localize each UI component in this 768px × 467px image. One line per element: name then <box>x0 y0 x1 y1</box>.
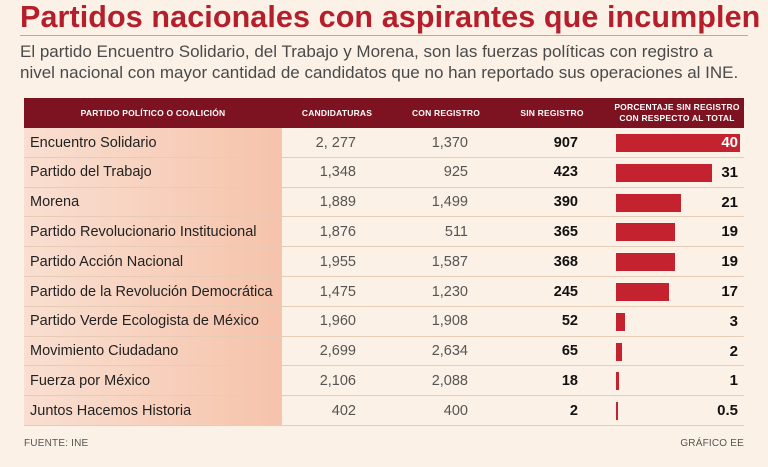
sin-registro-value: 907 <box>553 134 578 151</box>
table-row: Partido Verde Ecologista de México 1,960 1… <box>24 307 744 337</box>
con-registro-value: 1,908 <box>431 313 468 330</box>
percentage-bar <box>616 402 618 421</box>
party-name: Partido del Trabajo <box>30 164 152 181</box>
sin-registro-value: 52 <box>561 313 578 330</box>
percentage-label: 2 <box>729 342 738 360</box>
table-row: Partido Acción Nacional 1,955 1,587 368 19 <box>24 247 744 277</box>
table-row: Encuentro Solidario 2, 277 1,370 907 40 <box>24 128 744 158</box>
party-name: Encuentro Solidario <box>30 134 157 151</box>
candidaturas-value: 2,106 <box>319 372 356 389</box>
sin-registro-value: 65 <box>561 343 578 360</box>
sin-registro-value: 365 <box>553 223 578 240</box>
header-candidaturas: CANDIDATURAS <box>301 107 373 118</box>
con-registro-value: 400 <box>443 402 468 419</box>
percentage-label: 17 <box>721 283 738 300</box>
source-note: FUENTE: INE <box>24 438 89 449</box>
header-con-registro: CON REGISTRO <box>411 107 481 118</box>
percentage-bar <box>616 134 740 152</box>
table-row: Morena 1,889 1,499 390 21 <box>24 188 744 218</box>
candidaturas-value: 1,960 <box>319 313 356 330</box>
sin-registro-value: 390 <box>553 194 578 211</box>
table-row: Partido Revolucionario Institucional 1,87… <box>24 217 744 248</box>
con-registro-value: 1,499 <box>431 194 468 211</box>
table-row: Movimiento Ciudadano 2,699 2,634 65 2 <box>24 337 744 367</box>
percentage-label: 0.5 <box>717 402 738 420</box>
candidaturas-value: 1,955 <box>319 253 356 270</box>
header-sin-registro: SIN REGISTRO <box>520 107 584 118</box>
party-name: Partido de la Revolución Democrática <box>30 283 273 300</box>
party-name: Partido Verde Ecologista de México <box>30 313 259 330</box>
table-row: Partido del Trabajo 1,348 925 423 31 <box>24 158 744 188</box>
sin-registro-value: 423 <box>553 164 578 181</box>
candidaturas-value: 2,699 <box>319 343 356 360</box>
percentage-label: 40 <box>721 134 738 151</box>
candidaturas-value: 402 <box>331 402 356 419</box>
percentage-bar <box>616 223 675 242</box>
sin-registro-value: 2 <box>569 402 578 419</box>
percentage-bar <box>616 163 713 182</box>
chart-subtitle: El partido Encuentro Solidario, del Trab… <box>20 42 739 82</box>
percentage-bar <box>616 253 675 272</box>
party-column-background <box>24 128 282 426</box>
title-rule <box>20 35 748 36</box>
party-name: Movimiento Ciudadano <box>30 343 179 360</box>
percentage-label: 31 <box>721 163 738 181</box>
percentage-label: 19 <box>721 223 738 241</box>
con-registro-value: 2,634 <box>431 343 468 360</box>
data-table: PARTIDO POLÍTICO O COALICIÓN CANDIDATURA… <box>24 98 744 426</box>
header-party: PARTIDO POLÍTICO O COALICIÓN <box>80 107 226 118</box>
candidaturas-value: 1,876 <box>319 223 356 240</box>
party-name: Partido Acción Nacional <box>30 253 184 270</box>
candidaturas-value: 1,348 <box>319 164 356 181</box>
percentage-bar <box>616 193 682 212</box>
table-row: Fuerza por México 2,106 2,088 18 1 <box>24 366 744 397</box>
sin-registro-value: 368 <box>553 253 578 270</box>
percentage-bar <box>616 372 620 391</box>
percentage-label: 19 <box>721 253 738 271</box>
percentage-bar <box>616 312 626 331</box>
con-registro-value: 2,088 <box>431 372 468 389</box>
percentage-bar <box>616 342 623 361</box>
con-registro-value: 1,587 <box>431 253 468 270</box>
party-name: Partido Revolucionario Institucional <box>30 223 257 240</box>
party-name: Juntos Hacemos Historia <box>30 402 192 419</box>
sin-registro-value: 245 <box>553 283 578 300</box>
credit-note: GRÁFICO EE <box>680 438 744 449</box>
party-name: Fuerza por México <box>30 372 151 389</box>
header-porcentaje: PORCENTAJE SIN REGISTRO CON RESPECTO AL … <box>614 102 740 123</box>
con-registro-value: 925 <box>443 164 468 181</box>
candidaturas-value: 2, 277 <box>315 134 356 151</box>
percentage-label: 21 <box>721 193 738 211</box>
percentage-label: 3 <box>729 312 738 330</box>
candidaturas-value: 1,889 <box>319 194 356 211</box>
table-row: Partido de la Revolución Democrática 1,47… <box>24 277 744 307</box>
con-registro-value: 1,370 <box>431 134 468 151</box>
candidaturas-value: 1,475 <box>319 283 356 300</box>
con-registro-value: 1,230 <box>431 283 468 300</box>
chart-title: Partidos nacionales con aspirantes que i… <box>20 0 761 34</box>
percentage-label: 1 <box>729 372 738 390</box>
con-registro-value: 511 <box>444 223 468 240</box>
table-row: Juntos Hacemos Historia 402 400 2 0.5 <box>24 396 744 426</box>
sin-registro-value: 18 <box>561 372 578 389</box>
percentage-bar <box>616 283 669 301</box>
party-name: Morena <box>30 194 80 211</box>
table-header: PARTIDO POLÍTICO O COALICIÓN CANDIDATURA… <box>24 98 744 128</box>
